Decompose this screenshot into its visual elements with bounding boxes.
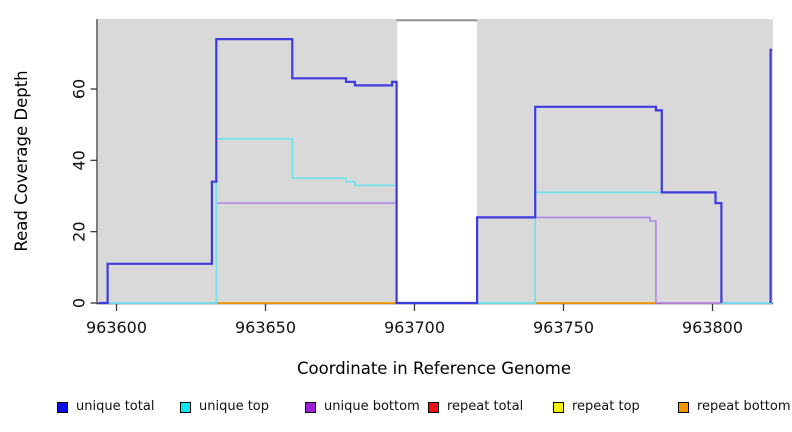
x-tick-label-963750: 963750 bbox=[533, 318, 594, 337]
covered-region-left bbox=[98, 19, 398, 303]
series-unique-total bbox=[98, 38, 723, 305]
x-tick-label-963600: 963600 bbox=[86, 318, 147, 337]
y-tick-label-60: 60 bbox=[70, 79, 89, 99]
chart-canvas: 0 20 40 60 963600 963650 963700 963750 963800 Re… bbox=[12, 19, 773, 378]
legend-swatch-repeat-top bbox=[553, 401, 564, 413]
legend-item-repeat-bottom: repeat bottom bbox=[678, 398, 791, 416]
covered-region-right bbox=[477, 19, 773, 303]
x-tick-label-963800: 963800 bbox=[682, 318, 743, 337]
legend-label: unique top bbox=[199, 399, 270, 414]
legend-swatch-repeat-bottom bbox=[678, 401, 689, 413]
legend-swatch-unique-bottom bbox=[305, 401, 316, 413]
x-axis-title: Coordinate in Reference Genome bbox=[297, 359, 571, 378]
y-tick-label-40: 40 bbox=[70, 150, 89, 170]
legend: unique total unique top unique bottom repea… bbox=[0, 398, 792, 418]
y-tick-label-0: 0 bbox=[70, 298, 89, 308]
legend-swatch-repeat-total bbox=[428, 401, 439, 413]
legend-label: repeat bottom bbox=[697, 399, 791, 414]
x-tick-label-963700: 963700 bbox=[384, 318, 445, 337]
x-tick-label-963650: 963650 bbox=[235, 318, 296, 337]
series-unique-total-part2 bbox=[769, 48, 773, 303]
y-axis-title: Read Coverage Depth bbox=[12, 70, 31, 251]
y-tick-label-20: 20 bbox=[70, 221, 89, 241]
legend-item-repeat-top: repeat top bbox=[553, 398, 640, 416]
legend-item-unique-total: unique total bbox=[57, 398, 154, 416]
legend-label: repeat total bbox=[447, 399, 524, 414]
legend-label: repeat top bbox=[572, 399, 640, 414]
legend-label: unique bottom bbox=[324, 399, 420, 414]
series-group bbox=[98, 38, 773, 305]
legend-item-unique-bottom: unique bottom bbox=[305, 398, 420, 416]
legend-label: unique total bbox=[76, 399, 155, 414]
panel-background-group bbox=[98, 19, 773, 303]
legend-item-unique-top: unique top bbox=[180, 398, 269, 416]
legend-item-repeat-total: repeat total bbox=[428, 398, 523, 416]
legend-swatch-unique-top bbox=[180, 401, 191, 413]
legend-swatch-unique-total bbox=[57, 401, 68, 413]
